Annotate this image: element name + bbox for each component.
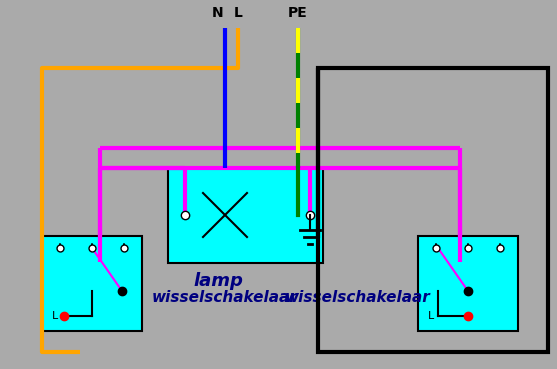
Text: wisselschakelaar: wisselschakelaar (285, 290, 431, 306)
Bar (318, 68, 548, 352)
Text: lamp: lamp (193, 272, 243, 290)
Text: N: N (212, 6, 224, 20)
Text: L: L (428, 311, 434, 321)
Bar (42, 236, 142, 331)
Text: L: L (52, 311, 58, 321)
Bar (418, 236, 518, 331)
Text: L: L (233, 6, 242, 20)
Bar (168, 168, 323, 263)
Text: PE: PE (288, 6, 308, 20)
Text: wisselschakelaar: wisselschakelaar (152, 290, 298, 306)
